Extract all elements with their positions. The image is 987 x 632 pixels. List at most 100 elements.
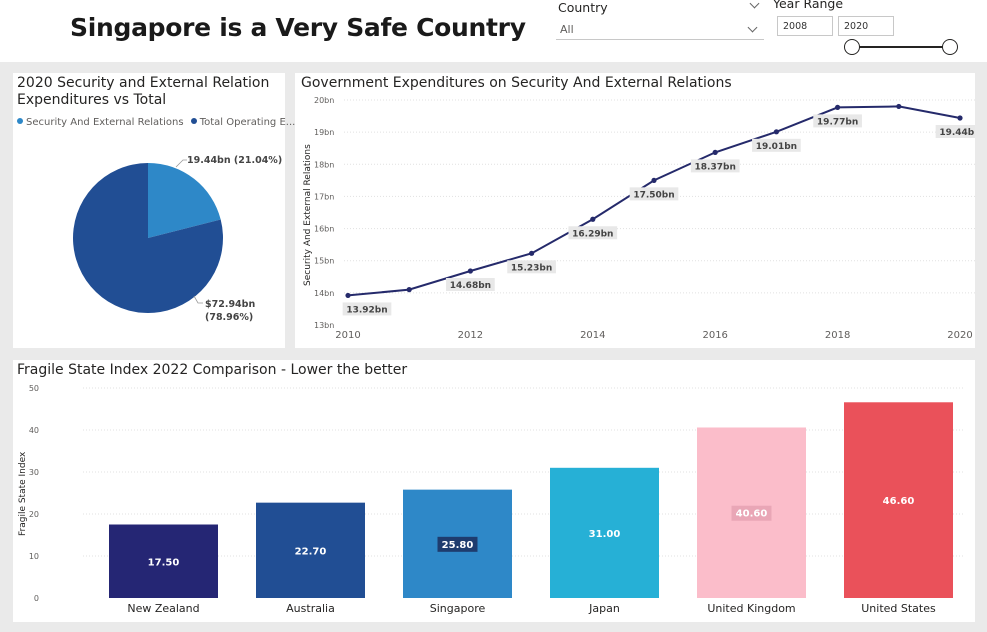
bar-y-axis-title: Fragile State Index [18,451,28,536]
country-slicer-label: Country [558,0,608,15]
bar-y-tick-label: 20 [29,510,39,519]
line-data-label-bg [813,114,862,128]
bar-value-label: 46.60 [883,496,915,507]
line-data-label-bg [446,278,495,291]
line-chart-title: Government Expenditures on Security And … [301,75,732,91]
line-data-label-bg [690,159,740,173]
line-data-label: 19.01bn [756,142,797,152]
line-data-label: 18.37bn [695,162,736,172]
line-x-tick-label: 2012 [458,330,483,341]
line-point[interactable] [712,149,718,155]
pie-slice-security[interactable] [148,163,221,238]
line-series[interactable] [347,105,961,297]
bar-y-tick-label: 10 [29,552,39,561]
line-data-label-bg [752,138,801,152]
bar-value-label: 17.50 [148,557,180,568]
country-dropdown-value: All [560,23,574,36]
bar-y-tick-label: 50 [29,384,39,393]
bar-chart: Fragile State Index 0 10 20 30 40 50 New Zeala… [18,384,965,615]
pie-chart-title: 2020 Security and External Relation Expe… [17,75,270,108]
year-range-label: Year Range [773,0,844,11]
line-data-label: 15.23bn [511,263,552,273]
bar[interactable] [844,402,953,598]
line-data-label-bg [507,260,556,274]
legend-item-security[interactable]: Security And External Relations [17,117,184,128]
bar-y-tick-label: 30 [29,468,39,477]
bar-value-label-bg [731,505,772,521]
bar-category-label: Singapore [430,602,486,615]
bar-chart-title: Fragile State Index 2022 Comparison - Lo… [17,362,408,378]
line-data-label-bg [629,187,679,201]
line-point[interactable] [467,268,473,274]
bar-category-label: Australia [286,602,335,615]
line-x-tick-label: 2010 [335,330,360,341]
collapse-chevron-icon[interactable] [749,0,760,9]
chevron-down-icon[interactable] [747,22,758,33]
line-data-label: 17.50bn [633,190,674,200]
bar-category-label: Japan [588,602,620,615]
line-point[interactable] [896,103,902,110]
pie-leader-line [193,295,203,304]
year-slider-track[interactable] [852,46,950,48]
bar-category-label: United Kingdom [707,602,795,615]
line-data-label: 19.77bn [817,117,858,127]
page-title: Singapore is a Very Safe Country [70,13,526,42]
line-y-tick-label: 19bn [314,128,334,137]
line-point[interactable] [406,287,412,293]
line-data-label: 19.44bn [939,128,975,138]
year-slider-start-handle[interactable] [844,39,860,55]
bar-y-tick-label: 0 [34,594,39,603]
pie-slice-total[interactable] [73,162,223,313]
line-data-label-bg [342,302,392,316]
line-data-label: 16.29bn [572,229,613,239]
line-point[interactable] [651,177,657,183]
line-y-tick-label: 17bn [314,192,334,201]
line-data-label-bg [568,226,618,240]
line-y-tick-label: 20bn [314,96,334,105]
year-to-input[interactable]: 2020 [838,16,894,36]
pie-label-total-value: $72.94bn [205,299,255,310]
line-data-label-bg [935,125,975,138]
bar-y-tick-label: 40 [29,426,39,435]
line-point[interactable] [773,129,779,135]
line-x-tick-label: 2020 [947,330,972,341]
year-from-input[interactable]: 2008 [777,16,833,36]
line-point[interactable] [957,115,963,121]
pie-label-total-percent: (78.96%) [205,312,253,323]
line-y-tick-label: 15bn [314,257,334,266]
bar-category-label: New Zealand [127,602,199,615]
bar-value-label: 31.00 [589,529,621,540]
line-x-tick-label: 2018 [825,330,850,341]
pie-legend: Security And External Relations Total Op… [17,117,295,128]
bar-value-label-bg [437,536,478,552]
line-point[interactable] [835,104,841,110]
header-bar: Singapore is a Very Safe Country Country… [0,0,987,62]
line-point[interactable] [590,216,596,222]
line-y-tick-label: 18bn [314,160,334,169]
legend-dot-icon [17,118,23,124]
pie-chart: 19.44bn (21.04%) $72.94bn (78.96%) [73,155,282,323]
bar-value-label: 25.80 [442,540,474,551]
bar[interactable] [256,502,365,598]
line-x-tick-label: 2016 [702,330,727,341]
line-point[interactable] [529,250,535,256]
legend-item-total[interactable]: Total Operating E... [190,117,295,128]
line-point[interactable] [345,292,351,299]
bar[interactable] [550,467,659,598]
line-y-tick-label: 13bn [314,321,334,330]
line-data-label: 13.92bn [346,305,387,315]
legend-dot-icon [190,118,197,124]
line-y-tick-label: 14bn [314,289,334,298]
line-y-tick-label: 16bn [314,225,334,234]
pie-label-security: 19.44bn (21.04%) [187,155,282,166]
year-slider-end-handle[interactable] [942,39,958,55]
line-chart: Security And External Relations 13bn 14bn… [303,96,975,341]
bar-value-label: 40.60 [736,509,768,520]
country-dropdown[interactable]: All [556,20,764,40]
bar[interactable] [109,524,218,599]
bar-value-label: 22.70 [295,546,327,557]
pie-leader-line [175,159,187,168]
bar-category-label: United States [861,602,936,615]
line-x-tick-label: 2014 [580,330,605,341]
line-data-label: 14.68bn [450,281,491,291]
